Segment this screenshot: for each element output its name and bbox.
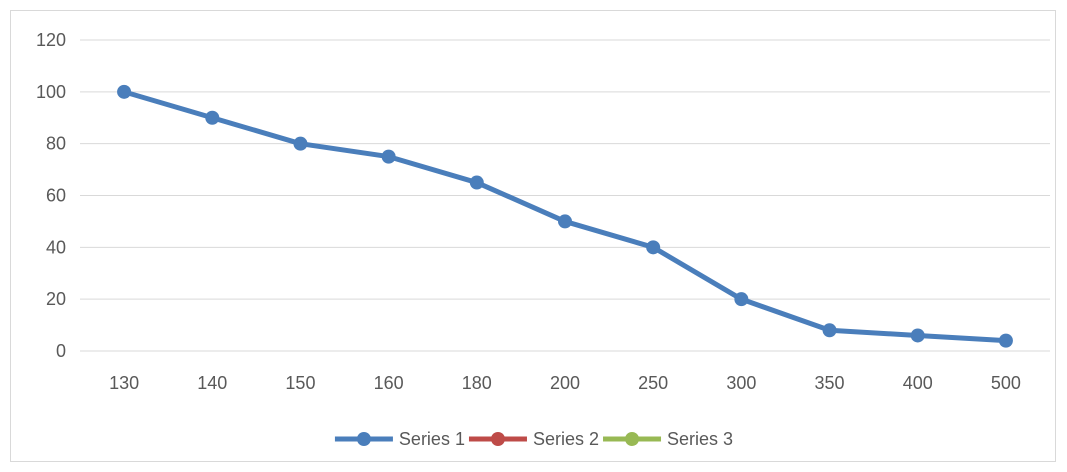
x-tick-label: 180 bbox=[462, 373, 492, 393]
y-tick-label: 40 bbox=[46, 237, 66, 257]
y-tick-label: 120 bbox=[36, 30, 66, 50]
data-point bbox=[293, 136, 308, 151]
data-point bbox=[998, 333, 1013, 348]
data-point bbox=[117, 84, 132, 99]
chart-frame bbox=[10, 10, 1056, 462]
y-axis-tick-labels: 0 20 40 60 80 100 120 bbox=[36, 30, 66, 361]
x-tick-label: 400 bbox=[903, 373, 933, 393]
data-point bbox=[381, 149, 396, 164]
legend: Series 1 Series 2 Series 3 bbox=[334, 429, 733, 449]
data-point bbox=[822, 323, 837, 338]
x-tick-label: 250 bbox=[638, 373, 668, 393]
x-tick-label: 150 bbox=[285, 373, 315, 393]
x-tick-label: 140 bbox=[197, 373, 227, 393]
legend-label: Series 2 bbox=[533, 429, 599, 449]
series-points bbox=[117, 84, 1013, 348]
data-point bbox=[646, 240, 661, 255]
x-axis-tick-labels: 130 140 150 160 180 200 250 300 350 400 500 bbox=[109, 373, 1021, 393]
x-tick-label: 350 bbox=[815, 373, 845, 393]
x-tick-label: 200 bbox=[550, 373, 580, 393]
data-point bbox=[558, 214, 572, 229]
data-point bbox=[469, 175, 484, 190]
y-tick-label: 100 bbox=[36, 82, 66, 102]
data-point bbox=[734, 292, 749, 307]
gridlines bbox=[80, 39, 1050, 352]
data-point bbox=[910, 328, 925, 343]
y-tick-label: 0 bbox=[56, 341, 66, 361]
legend-label: Series 3 bbox=[667, 429, 733, 449]
x-tick-label: 130 bbox=[109, 373, 139, 393]
y-tick-label: 20 bbox=[46, 289, 66, 309]
y-tick-label: 60 bbox=[46, 186, 66, 206]
x-tick-label: 160 bbox=[374, 373, 404, 393]
x-tick-label: 300 bbox=[726, 373, 756, 393]
legend-swatch-marker bbox=[625, 432, 640, 446]
legend-label: Series 1 bbox=[399, 429, 465, 449]
y-tick-label: 80 bbox=[46, 134, 66, 154]
legend-swatch-marker bbox=[490, 432, 505, 446]
legend-swatch-marker bbox=[356, 432, 371, 446]
data-point bbox=[205, 110, 220, 125]
x-tick-label: 500 bbox=[991, 373, 1021, 393]
